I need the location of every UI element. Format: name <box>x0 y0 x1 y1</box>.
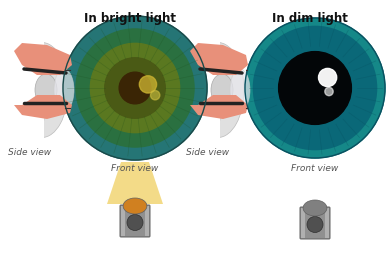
Circle shape <box>139 76 157 93</box>
Ellipse shape <box>22 55 52 125</box>
Circle shape <box>76 29 194 147</box>
Text: Front view: Front view <box>112 164 159 173</box>
Circle shape <box>63 16 207 160</box>
Text: In dim light: In dim light <box>272 12 348 25</box>
Bar <box>121 206 125 236</box>
Polygon shape <box>14 95 72 119</box>
Circle shape <box>105 58 165 118</box>
Ellipse shape <box>35 74 57 106</box>
Circle shape <box>254 26 377 150</box>
Bar <box>145 206 149 236</box>
Circle shape <box>319 68 337 87</box>
Circle shape <box>278 52 351 124</box>
Ellipse shape <box>211 74 233 106</box>
Ellipse shape <box>16 43 68 137</box>
Circle shape <box>119 72 151 104</box>
Ellipse shape <box>123 198 147 214</box>
Bar <box>14 38 44 143</box>
Circle shape <box>90 43 180 133</box>
Polygon shape <box>190 95 248 119</box>
Circle shape <box>151 90 160 100</box>
Text: In bright light: In bright light <box>84 12 176 25</box>
Text: Side view: Side view <box>186 148 230 157</box>
Bar <box>190 38 220 143</box>
Ellipse shape <box>198 55 228 125</box>
Bar <box>325 208 329 238</box>
Text: Side view: Side view <box>9 148 51 157</box>
Ellipse shape <box>230 69 250 111</box>
FancyBboxPatch shape <box>120 205 150 237</box>
Bar <box>301 208 305 238</box>
Ellipse shape <box>192 43 244 137</box>
Polygon shape <box>107 162 163 204</box>
Circle shape <box>325 87 333 96</box>
Circle shape <box>307 216 323 232</box>
FancyBboxPatch shape <box>300 207 330 239</box>
Ellipse shape <box>54 69 74 111</box>
Polygon shape <box>14 43 72 75</box>
Text: Front view: Front view <box>291 164 339 173</box>
Circle shape <box>127 214 143 230</box>
Polygon shape <box>190 43 248 75</box>
Ellipse shape <box>303 200 327 216</box>
Circle shape <box>245 18 385 158</box>
